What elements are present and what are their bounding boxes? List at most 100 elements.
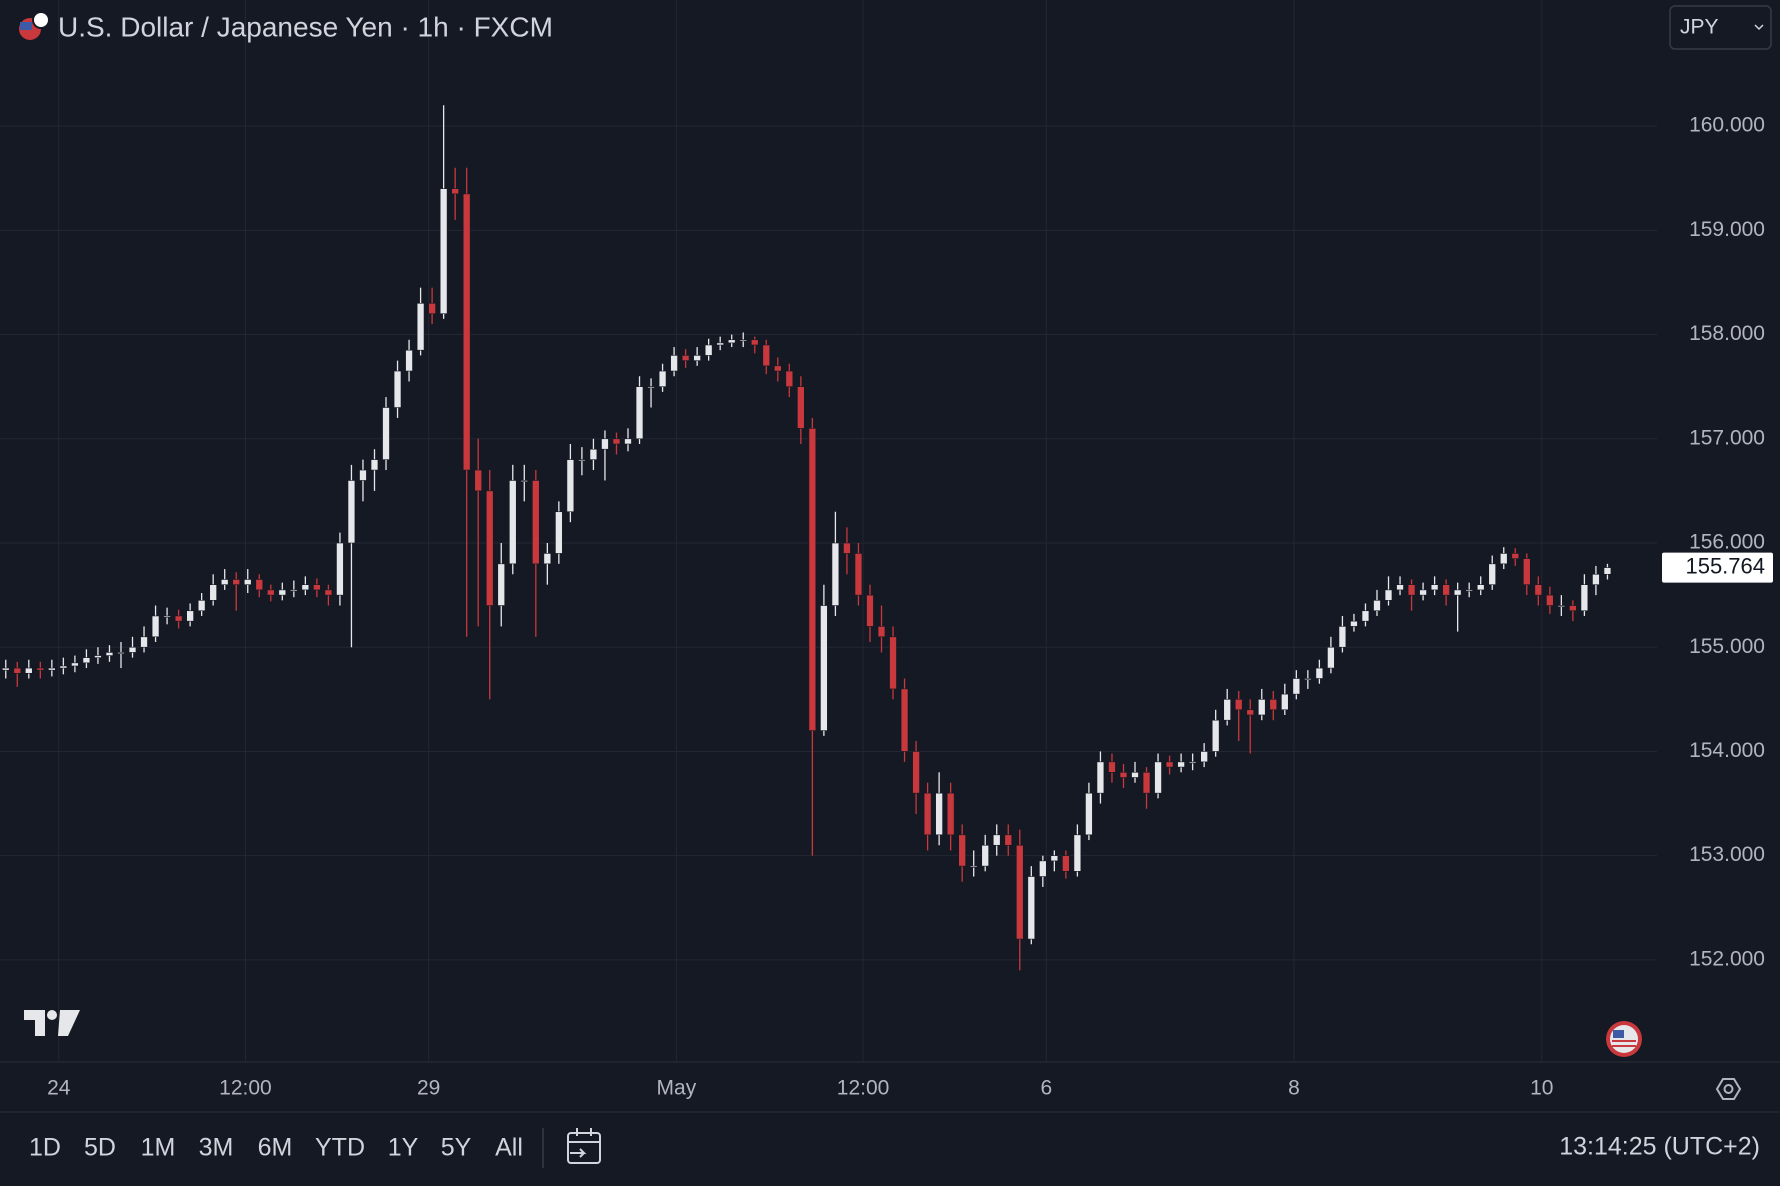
x-tick-label: 12:00 bbox=[219, 1077, 272, 1100]
candle-body bbox=[1592, 573, 1600, 585]
range-button[interactable]: YTD bbox=[315, 1134, 365, 1162]
candle-body bbox=[1430, 584, 1439, 591]
y-tick-label: 155.000 bbox=[1689, 635, 1765, 658]
candle-body bbox=[313, 584, 321, 591]
grid bbox=[0, 0, 1657, 1061]
candle-body bbox=[1258, 699, 1266, 716]
candle-body bbox=[82, 657, 91, 664]
currency-label[interactable]: JPY bbox=[1680, 16, 1719, 39]
range-button[interactable]: 1Y bbox=[388, 1134, 419, 1162]
candle-body bbox=[497, 563, 506, 606]
candle-body bbox=[624, 438, 632, 445]
candle-body bbox=[693, 355, 701, 361]
candle-body bbox=[232, 579, 240, 585]
candle-body bbox=[566, 459, 575, 513]
candle-body bbox=[520, 480, 529, 482]
candle-body bbox=[762, 344, 771, 367]
date-range-button[interactable] bbox=[567, 1128, 601, 1164]
candle-body bbox=[958, 834, 966, 867]
candle-body bbox=[635, 386, 644, 440]
candle-body bbox=[117, 652, 125, 654]
range-button[interactable]: 6M bbox=[258, 1134, 293, 1162]
candle-body bbox=[681, 355, 690, 361]
candle-body bbox=[174, 615, 183, 622]
candle-body bbox=[209, 584, 217, 601]
candle-body bbox=[1407, 584, 1416, 596]
range-button[interactable]: 1M bbox=[141, 1134, 176, 1162]
candle-body bbox=[555, 511, 563, 554]
candle-body bbox=[1165, 761, 1174, 768]
x-tick-label: 10 bbox=[1530, 1077, 1553, 1100]
candle-body bbox=[877, 626, 886, 638]
candle-body bbox=[278, 589, 287, 596]
candle-body bbox=[1603, 567, 1612, 575]
candle-body bbox=[843, 542, 851, 554]
candle-body bbox=[1039, 860, 1047, 877]
candle-body bbox=[347, 480, 356, 544]
candles bbox=[2, 105, 1612, 971]
candle-body bbox=[727, 339, 736, 344]
candle-body bbox=[589, 448, 598, 460]
candle-body bbox=[1200, 751, 1208, 763]
y-tick-label: 154.000 bbox=[1689, 739, 1765, 762]
candle-body bbox=[71, 662, 79, 667]
candle-body bbox=[1073, 834, 1082, 872]
candle-body bbox=[324, 589, 333, 596]
settings-button[interactable] bbox=[1715, 1078, 1742, 1100]
x-tick-label: 8 bbox=[1288, 1077, 1300, 1100]
candle-body bbox=[1476, 584, 1485, 591]
candle-body bbox=[220, 579, 229, 585]
last-price-label: 155.764 bbox=[1685, 553, 1765, 578]
currency-select[interactable]: JPY bbox=[1669, 5, 1772, 50]
candle-body bbox=[1154, 761, 1162, 794]
candle-body bbox=[1085, 792, 1093, 836]
candle-body bbox=[1465, 589, 1473, 592]
candle-body bbox=[854, 553, 863, 596]
candle-body bbox=[290, 589, 298, 592]
candle-body bbox=[1396, 584, 1404, 591]
candle-body bbox=[1223, 699, 1231, 721]
range-button[interactable]: 5Y bbox=[441, 1134, 472, 1162]
last-price-box bbox=[1662, 552, 1773, 583]
candle-body bbox=[105, 652, 114, 656]
candle-body bbox=[992, 834, 1001, 846]
tradingview-logo bbox=[24, 1010, 80, 1036]
candle-body bbox=[831, 542, 840, 606]
candle-body bbox=[1269, 699, 1278, 711]
range-button[interactable]: All bbox=[495, 1134, 523, 1162]
candle-body bbox=[912, 751, 920, 794]
candle-body bbox=[532, 480, 540, 565]
candle-body bbox=[1569, 605, 1577, 612]
y-tick-label: 152.000 bbox=[1689, 947, 1765, 970]
candle-body bbox=[739, 339, 747, 342]
candle-body bbox=[1534, 584, 1543, 596]
candle-body bbox=[1442, 584, 1450, 596]
range-button[interactable]: 1D bbox=[29, 1134, 61, 1162]
x-tick-label: 6 bbox=[1040, 1077, 1052, 1100]
candle-body bbox=[1557, 605, 1566, 608]
candle-body bbox=[197, 600, 206, 612]
candle-body bbox=[658, 370, 667, 387]
candle-body bbox=[716, 342, 724, 346]
candle-body bbox=[1142, 771, 1151, 794]
range-button[interactable]: 5D bbox=[84, 1134, 116, 1162]
range-button[interactable]: 3M bbox=[199, 1134, 234, 1162]
candle-body bbox=[1027, 876, 1036, 940]
candle-body bbox=[1246, 709, 1254, 716]
candle-body bbox=[774, 365, 782, 372]
events-flag[interactable] bbox=[1606, 1021, 1642, 1057]
candle-body bbox=[1281, 693, 1289, 711]
candle-body bbox=[935, 792, 943, 836]
candle-body bbox=[969, 865, 978, 868]
candle-body bbox=[359, 469, 367, 481]
candle-body bbox=[186, 610, 194, 622]
candle-body bbox=[1419, 589, 1427, 596]
candle-body bbox=[866, 594, 874, 627]
candle-body bbox=[370, 459, 379, 471]
candle-body bbox=[1361, 610, 1370, 622]
x-tick-label: 24 bbox=[47, 1077, 71, 1100]
clock: 13:14:25 (UTC+2) bbox=[1559, 1133, 1760, 1161]
candle-body bbox=[382, 407, 390, 460]
